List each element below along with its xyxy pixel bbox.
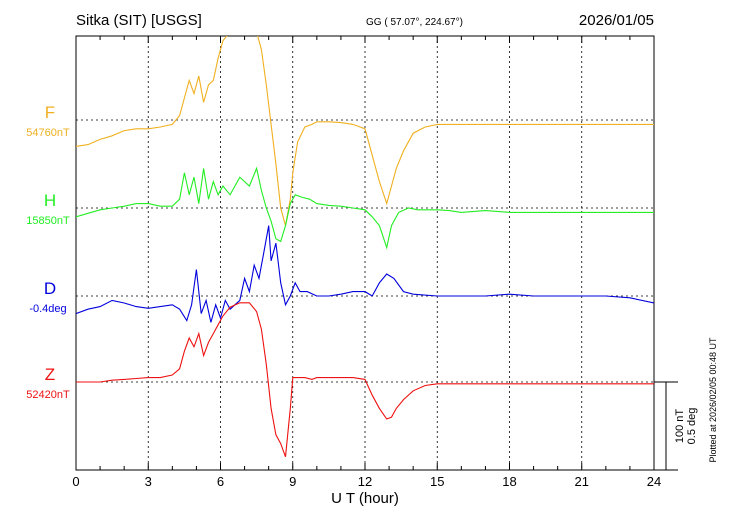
x-tick-label: 9 (289, 474, 296, 489)
series-line-d (76, 225, 654, 323)
x-tick-label: 21 (575, 474, 589, 489)
station-coordinates: GG ( 57.07°, 224.67°) (366, 17, 463, 28)
series-line-z (76, 302, 654, 457)
x-tick-label: 15 (430, 474, 444, 489)
series-lines (76, 36, 654, 457)
minor-ticks (75, 36, 655, 470)
x-tick-label: 6 (217, 474, 224, 489)
series-label-f: F (45, 103, 55, 122)
series-baseline-d: -0.4deg (29, 303, 66, 315)
scale-bar: 100 nT 0.5 deg (654, 381, 698, 471)
x-tick-label: 3 (145, 474, 152, 489)
scale-label-nt: 100 nT (674, 409, 686, 444)
series-baseline-f: 54760nT (26, 127, 70, 139)
x-tick-label: 18 (502, 474, 516, 489)
series-label-h: H (44, 191, 56, 210)
x-axis-label: U T (hour) (331, 490, 399, 507)
x-tick-label: 24 (647, 474, 661, 489)
plotted-timestamp: Plotted at 2026/02/05 00:48 UT (708, 337, 718, 463)
plot-date: 2026/01/05 (579, 12, 654, 29)
x-tick-label: 0 (72, 474, 79, 489)
x-tick-labels: 0 3 6 9 12 15 18 21 24 (72, 474, 661, 489)
series-baseline-z: 52420nT (26, 389, 70, 401)
series-line-h (76, 166, 654, 250)
scale-label-deg: 0.5 deg (686, 408, 698, 445)
x-tick-label: 12 (358, 474, 372, 489)
series-label-z: Z (45, 365, 55, 384)
station-title: Sitka (SIT) [USGS] (76, 12, 202, 29)
grid-lines (76, 36, 654, 470)
series-label-d: D (44, 279, 56, 298)
series-labels: F 54760nT H 15850nT D -0.4deg Z 52420nT (26, 103, 70, 401)
series-baseline-h: 15850nT (26, 215, 70, 227)
